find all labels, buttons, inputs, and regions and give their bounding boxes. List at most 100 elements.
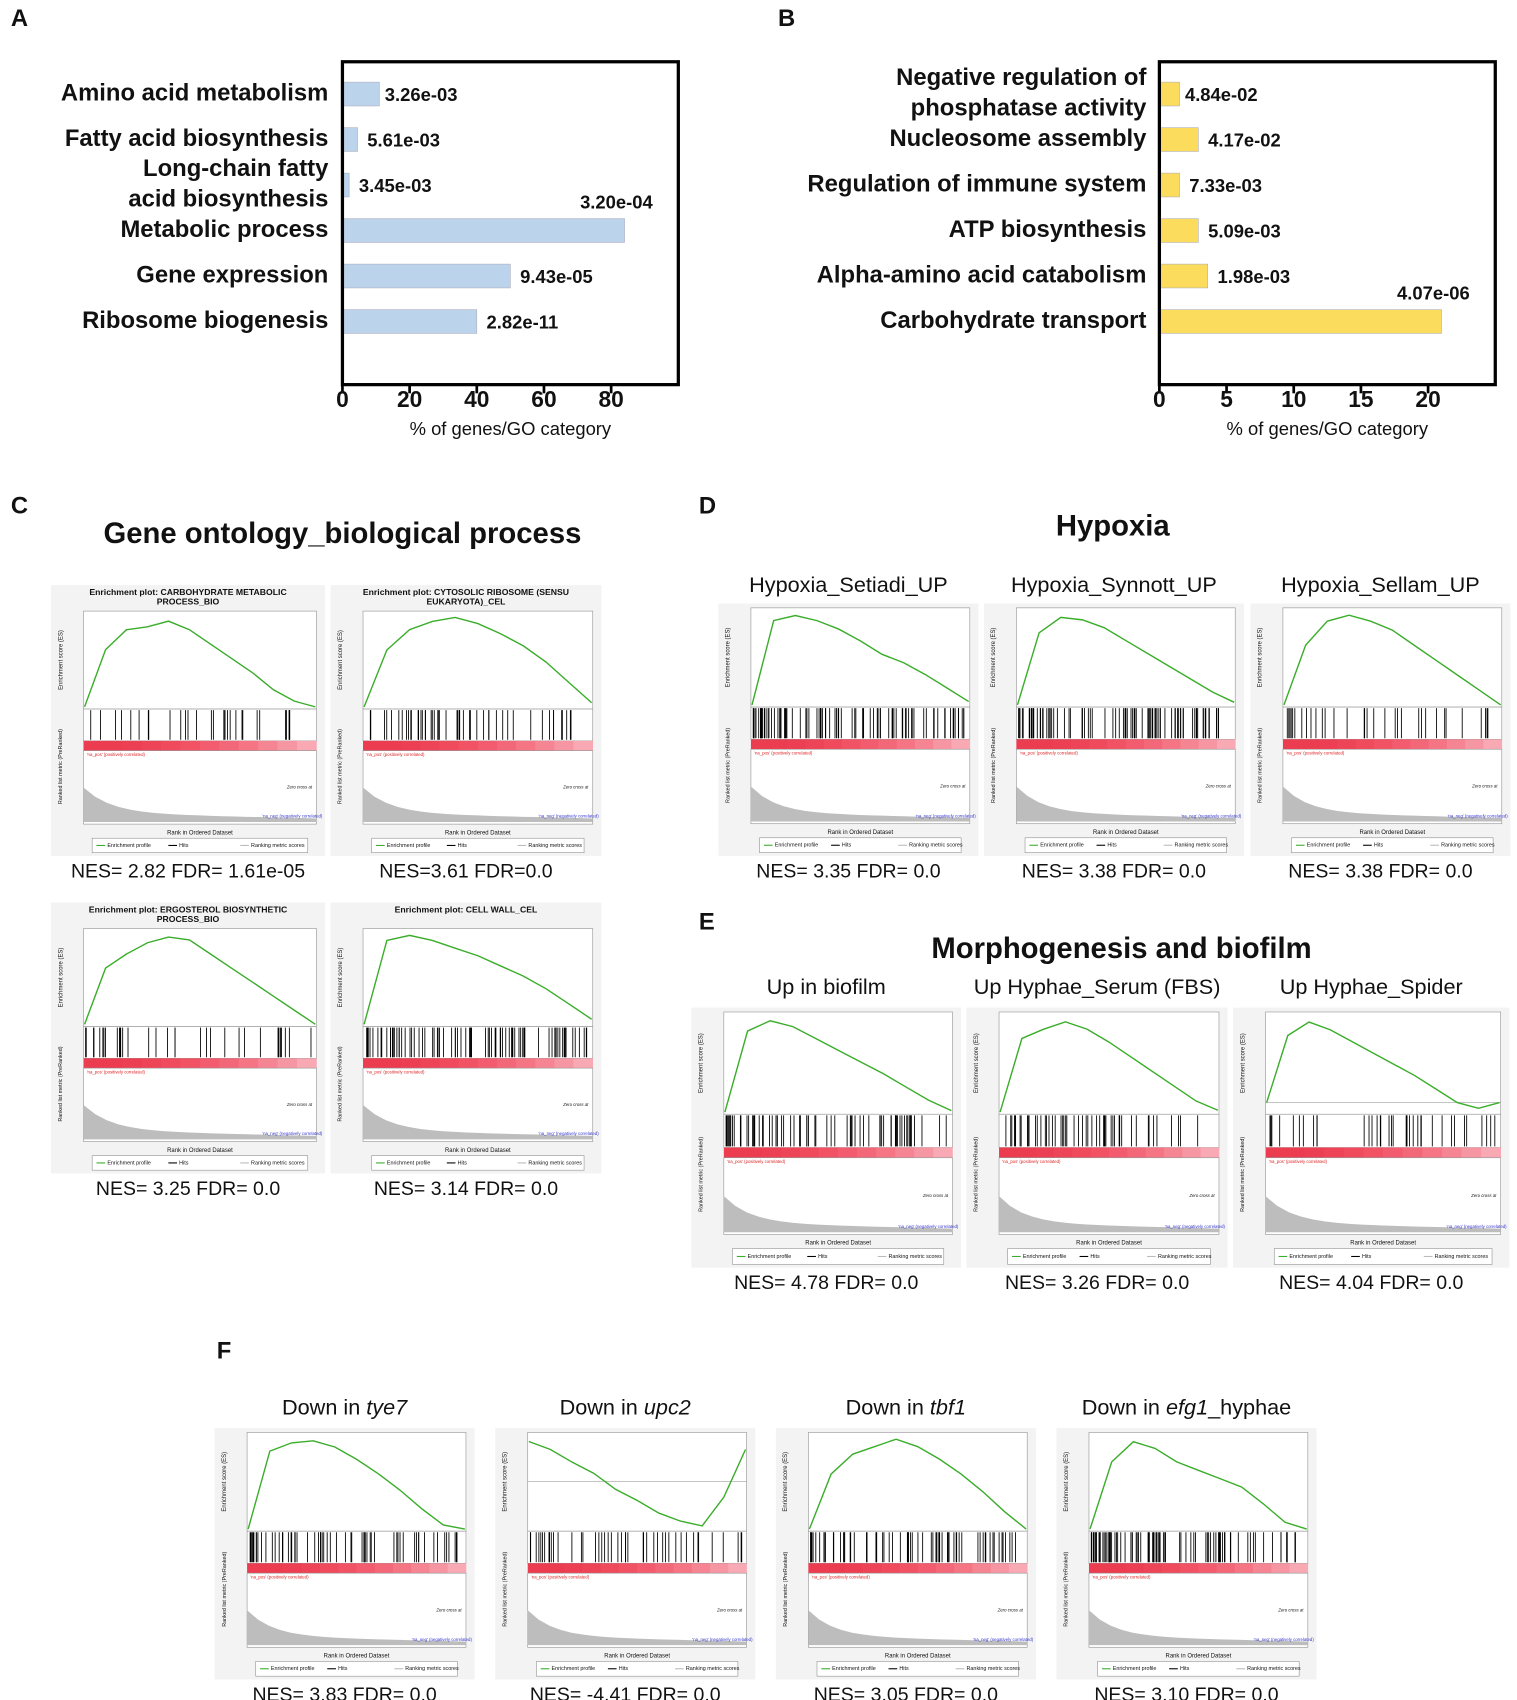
rank-strip bbox=[393, 1563, 412, 1574]
rank-strip bbox=[933, 1147, 953, 1158]
rank-strip bbox=[1483, 739, 1503, 750]
gsea-plot: Enrichment score (ES) 'na_pos' (positivel… bbox=[495, 1428, 756, 1680]
pos-label: 'na_pos' (positively correlated) bbox=[1092, 1575, 1151, 1580]
pos-label: 'na_pos' (positively correlated) bbox=[366, 752, 425, 757]
rank-strip bbox=[1265, 1147, 1286, 1158]
legend-box bbox=[816, 1661, 1019, 1677]
rank-strip bbox=[780, 1147, 801, 1158]
hits-band bbox=[246, 1530, 467, 1564]
x-axis-label: Rank in Ordered Dataset bbox=[604, 1654, 670, 1660]
pos-label: 'na_pos' (positively correlated) bbox=[1020, 751, 1079, 756]
nes-fdr: NES= 3.83 FDR= 0.0 bbox=[252, 1684, 436, 1700]
rank-strip bbox=[1034, 739, 1054, 750]
rank-strip bbox=[895, 1147, 915, 1158]
rank-strip bbox=[1182, 1147, 1201, 1158]
bar bbox=[1159, 218, 1199, 243]
x-axis-label: Rank in Ordered Dataset bbox=[1076, 1241, 1142, 1247]
heading-part: Hypoxia_Sellam_UP bbox=[1281, 572, 1480, 597]
rank-strip bbox=[1090, 1147, 1110, 1158]
category-label: acid biosynthesis bbox=[128, 186, 328, 213]
rank-strip bbox=[1481, 1147, 1502, 1158]
rank-strip bbox=[516, 740, 536, 751]
rank-strip bbox=[439, 1058, 460, 1069]
rank-strip bbox=[1180, 1563, 1199, 1574]
gsea-plot-title: EUKARYOTA)_CEL bbox=[427, 597, 507, 607]
legend-label: Enrichment profile bbox=[552, 1666, 596, 1672]
rank-strip bbox=[363, 1058, 383, 1069]
rank-strip bbox=[1145, 1147, 1165, 1158]
rank-strip bbox=[1410, 739, 1430, 750]
rank-axis-label: Ranked list metric (PreRanked) bbox=[698, 1137, 704, 1212]
rank-strip bbox=[297, 740, 317, 751]
rank-axis-label: Ranked list metric (PreRanked) bbox=[1240, 1137, 1246, 1212]
category-label: phosphatase activity bbox=[911, 95, 1147, 122]
category-label: Carbohydrate transport bbox=[880, 307, 1146, 334]
rank-strip bbox=[1337, 739, 1357, 750]
neg-label: 'na_neg' (negatively correlated) bbox=[539, 814, 600, 819]
es-area bbox=[362, 928, 594, 1027]
heading-part: Down in bbox=[1082, 1394, 1166, 1419]
neg-label: 'na_neg' (negatively correlated) bbox=[692, 1637, 753, 1642]
es-axis-label: Enrichment score (ES) bbox=[222, 1452, 228, 1512]
hits-band bbox=[527, 1530, 747, 1564]
pos-label: 'na_pos' (positively correlated) bbox=[366, 1070, 425, 1075]
x-axis-label: Rank in Ordered Dataset bbox=[1093, 830, 1159, 836]
rank-strip bbox=[477, 1058, 498, 1069]
rank-strip bbox=[1383, 1147, 1404, 1158]
panel-label: A bbox=[11, 5, 28, 32]
bar bbox=[342, 218, 625, 243]
legend-label: Hits bbox=[458, 1160, 468, 1166]
plot-heading: Up Hyphae_Spider bbox=[1280, 974, 1463, 999]
rank-strip bbox=[1198, 1563, 1217, 1574]
rank-strip bbox=[826, 1563, 846, 1574]
x-axis-label: Rank in Ordered Dataset bbox=[167, 1148, 233, 1154]
rank-strip bbox=[301, 1563, 321, 1574]
legend-label: Hits bbox=[338, 1666, 348, 1672]
x-axis-label: Rank in Ordered Dataset bbox=[324, 1654, 390, 1660]
plot-heading: Up in biofilm bbox=[767, 974, 886, 999]
section-title: Morphogenesis and biofilm bbox=[931, 933, 1311, 965]
gsea-plot: Enrichment score (ES) 'na_pos' (positivel… bbox=[775, 1428, 1036, 1680]
es-axis-label: Enrichment score (ES) bbox=[1258, 628, 1264, 688]
rank-axis-label: Ranked list metric (PreRanked) bbox=[58, 729, 64, 804]
neg-label: 'na_neg' (negatively correlated) bbox=[1448, 813, 1509, 818]
category-label: Negative regulation of bbox=[896, 64, 1146, 91]
pos-label: 'na_pos' (positively correlated) bbox=[87, 752, 146, 757]
rank-strip bbox=[564, 1563, 583, 1574]
plot-heading: Down in tbf1 bbox=[846, 1394, 966, 1419]
rank-strip bbox=[1447, 739, 1466, 750]
rank-fill bbox=[83, 1104, 317, 1140]
legend-label: Hits bbox=[842, 843, 852, 849]
rank-strip bbox=[458, 740, 479, 751]
x-axis-label: Rank in Ordered Dataset bbox=[445, 1148, 511, 1154]
rank-strip bbox=[915, 739, 934, 750]
rank-strip bbox=[655, 1563, 674, 1574]
rank-axis-label: Ranked list metric (PreRanked) bbox=[1258, 728, 1264, 803]
rank-axis-label: Ranked list metric (PreRanked) bbox=[58, 1046, 64, 1121]
rank-strip bbox=[1343, 1147, 1364, 1158]
rank-strip bbox=[447, 1563, 467, 1574]
rank-strip bbox=[122, 740, 143, 751]
rank-strip bbox=[1234, 1563, 1254, 1574]
legend-label: Enrichment profile bbox=[832, 1666, 876, 1672]
section-title: Gene ontology_biological process bbox=[104, 518, 582, 550]
rank-fill bbox=[247, 1610, 466, 1646]
es-curve bbox=[247, 1440, 466, 1530]
rank-fill bbox=[527, 1610, 747, 1646]
rank-strip bbox=[382, 1058, 402, 1069]
zero-label: Zero cross at bbox=[716, 1607, 743, 1612]
rank-strip bbox=[1071, 739, 1090, 750]
bar bbox=[342, 309, 478, 334]
p-value-label: 4.07e-06 bbox=[1397, 282, 1470, 303]
legend-label: Hits bbox=[899, 1666, 909, 1672]
legend-label: Hits bbox=[619, 1666, 629, 1672]
legend-label: Ranking metric scores bbox=[1441, 843, 1495, 849]
rank-fill bbox=[83, 787, 317, 822]
rank-strip bbox=[258, 740, 278, 751]
rank-strip bbox=[363, 740, 383, 751]
rank-strip bbox=[1465, 739, 1484, 750]
x-axis-label: Rank in Ordered Dataset bbox=[445, 830, 511, 836]
rank-strip bbox=[141, 740, 162, 751]
legend-box bbox=[1273, 1248, 1493, 1265]
gsea-plot-title: Enrichment plot: ERGOSTEROL BIOSYNTHETIC bbox=[89, 904, 288, 914]
